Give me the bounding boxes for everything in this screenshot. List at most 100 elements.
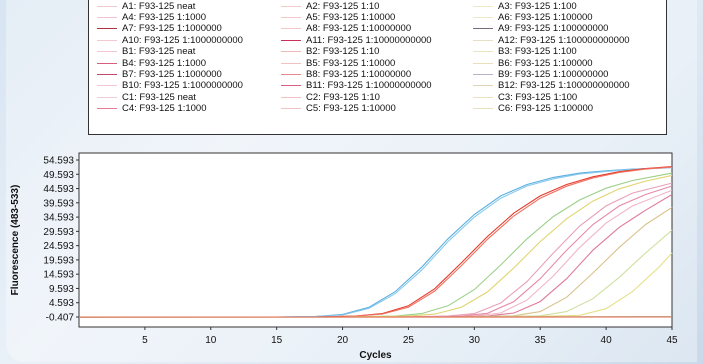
- legend-label: A4: F93-125 1:1000: [122, 11, 206, 23]
- legend-label: C5: F93-125 1:10000: [306, 103, 396, 115]
- legend-entry: A9: F93-125 1:100000000: [473, 23, 608, 35]
- legend-swatch: [281, 62, 301, 64]
- legend-label: B10: F93-125 1:1000000000: [122, 80, 243, 92]
- legend-swatch: [281, 5, 301, 7]
- legend-entry: C5: F93-125 1:10000: [281, 103, 396, 115]
- legend-entry: C2: F93-125 1:10: [281, 91, 380, 103]
- legend-entry: B11: F93-125 1:10000000000: [281, 80, 432, 92]
- legend-entry: B10: F93-125 1:1000000000: [97, 80, 243, 92]
- legend-swatch: [473, 96, 493, 98]
- x-tick-label: 35: [535, 335, 547, 346]
- legend-label: B3: F93-125 1:100: [498, 46, 577, 58]
- legend-entry: C1: F93-125 neat: [97, 91, 196, 103]
- legend-swatch: [97, 85, 117, 87]
- y-tick-label: 29.593: [43, 227, 74, 238]
- legend-swatch: [281, 51, 301, 53]
- legend-swatch: [281, 73, 301, 75]
- legend-entry: B9: F93-125 1:100000000: [473, 68, 608, 80]
- legend-swatch: [473, 28, 493, 30]
- legend-label: B12: F93-125 1:100000000000: [498, 80, 630, 92]
- legend-swatch: [97, 28, 117, 30]
- legend-swatch: [473, 73, 493, 75]
- legend-swatch: [97, 108, 117, 110]
- legend-swatch: [473, 108, 493, 110]
- legend-entry: B3: F93-125 1:100: [473, 46, 577, 58]
- y-tick-label: 4.593: [49, 298, 74, 309]
- legend-label: C6: F93-125 1:100000: [498, 103, 594, 115]
- legend-swatch: [97, 16, 117, 18]
- x-tick-label: 20: [337, 335, 349, 346]
- legend-label: A11: F93-125 1:10000000000: [306, 34, 432, 46]
- x-tick-label: 45: [666, 335, 678, 346]
- y-tick-label: 9.593: [49, 284, 74, 295]
- legend-entry: A1: F93-125 neat: [97, 0, 195, 12]
- legend-swatch: [97, 51, 117, 53]
- legend-label: B6: F93-125 1:100000: [498, 57, 593, 69]
- x-axis-title: Cycles: [359, 350, 392, 361]
- legend-entry: C4: F93-125 1:1000: [97, 103, 207, 115]
- legend-entry: A2: F93-125 1:10: [281, 0, 379, 12]
- legend-label: C2: F93-125 1:10: [306, 91, 380, 103]
- legend-entry: A4: F93-125 1:1000: [97, 11, 206, 23]
- x-tick-label: 25: [403, 335, 415, 346]
- legend-label: B5: F93-125 1:10000: [306, 57, 396, 69]
- legend-label: C3: F93-125 1:100: [498, 91, 578, 103]
- legend-swatch: [97, 5, 117, 7]
- legend-swatch: [281, 28, 301, 30]
- x-tick-label: 5: [142, 335, 148, 346]
- legend-swatch: [97, 62, 117, 64]
- series-line: [79, 167, 673, 318]
- y-tick-label: 14.593: [43, 270, 74, 281]
- legend-entry: A11: F93-125 1:10000000000: [281, 34, 432, 46]
- legend-label: A6: F93-125 1:100000: [498, 11, 593, 23]
- legend-entry: C6: F93-125 1:100000: [473, 103, 593, 115]
- legend-swatch: [97, 73, 117, 75]
- y-tick-label: 49.593: [43, 170, 74, 181]
- legend-label: B8: F93-125 1:10000000: [306, 68, 412, 80]
- series-line: [79, 166, 673, 318]
- x-tick-label: 15: [271, 335, 283, 346]
- series-line: [79, 174, 673, 318]
- legend-swatch: [97, 96, 117, 98]
- x-tick-label: 10: [205, 335, 217, 346]
- legend-entry: A12: F93-125 1:100000000000: [473, 34, 630, 46]
- legend-label: A12: F93-125 1:100000000000: [498, 34, 630, 46]
- legend-swatch: [473, 16, 493, 18]
- legend-entry: A5: F93-125 1:10000: [281, 11, 395, 23]
- legend-swatch: [473, 51, 493, 53]
- legend-swatch: [473, 85, 493, 87]
- legend-entry: C3: F93-125 1:100: [473, 91, 577, 103]
- legend-label: A5: F93-125 1:10000: [306, 11, 396, 23]
- y-tick-label: 44.593: [43, 184, 74, 195]
- legend-label: A7: F93-125 1:1000000: [122, 23, 222, 35]
- legend-entry: B8: F93-125 1:10000000: [281, 68, 411, 80]
- y-tick-label: 19.593: [43, 255, 74, 266]
- legend-swatch: [281, 96, 301, 98]
- legend-label: B4: F93-125 1:1000: [122, 57, 206, 69]
- legend-label: A3: F93-125 1:100: [498, 0, 577, 12]
- legend-label: B7: F93-125 1:1000000: [122, 68, 222, 80]
- legend-label: B9: F93-125 1:100000000: [498, 68, 609, 80]
- legend-entry: B6: F93-125 1:100000: [473, 57, 593, 69]
- x-tick-label: 40: [601, 335, 613, 346]
- legend-swatch: [97, 39, 117, 41]
- y-axis-title: Fluorescence (483-533): [10, 185, 21, 296]
- legend-entry: A10: F93-125 1:1000000000: [97, 34, 243, 46]
- legend-label: A2: F93-125 1:10: [306, 0, 380, 12]
- legend-label: A10: F93-125 1:1000000000: [122, 34, 243, 46]
- legend-label: A1: F93-125 neat: [122, 0, 196, 12]
- legend-entry: B7: F93-125 1:1000000: [97, 68, 222, 80]
- legend-label: A9: F93-125 1:100000000: [498, 23, 609, 35]
- x-tick-label: 30: [469, 335, 481, 346]
- legend-swatch: [281, 108, 301, 110]
- legend: A1: F93-125 neat A2: F93-125 1:10 A3: F93-…: [88, 0, 667, 135]
- legend-entry: B12: F93-125 1:100000000000: [473, 80, 630, 92]
- legend-swatch: [281, 85, 301, 87]
- legend-entry: B2: F93-125 1:10: [281, 46, 379, 58]
- y-tick-label: 24.593: [43, 241, 74, 252]
- legend-label: B1: F93-125 neat: [122, 46, 196, 58]
- legend-label: B11: F93-125 1:10000000000: [306, 80, 432, 92]
- legend-swatch: [281, 16, 301, 18]
